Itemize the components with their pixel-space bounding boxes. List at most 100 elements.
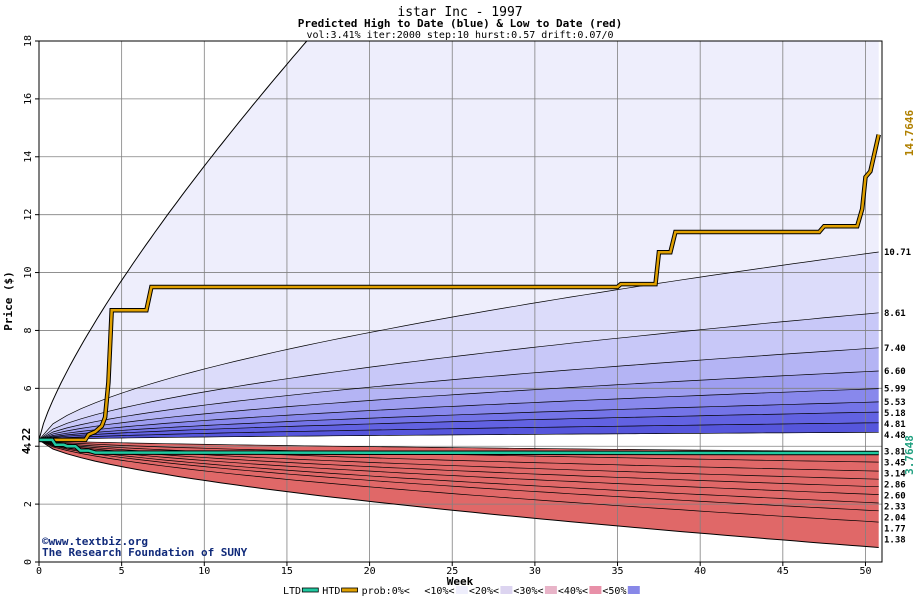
quantile-line [38,347,879,441]
prob-band-lower-1 [39,439,879,548]
quantile-line [38,422,879,441]
htd-line [39,134,880,442]
quantile-line [38,388,879,441]
prob-band-upper-8 [39,422,879,440]
quantile-label: 6.60 [884,367,906,377]
legend-label: <50% [602,586,626,597]
quantile-line [38,439,879,512]
legend-color-swatch [500,586,513,594]
quantile-label: 4.48 [884,431,906,441]
prob-band-upper-1 [39,252,879,440]
y-tick-label: 8 [23,327,34,333]
x-tick-label: 45 [777,566,789,577]
x-tick-label: 35 [612,566,624,577]
quantile-label: 7.40 [884,344,906,354]
quantile-label: 1.77 [884,525,906,535]
chart-title: istar Inc - 1997 [397,5,522,20]
x-tick-label: 5 [119,566,125,577]
quantile-label: 8.61 [884,309,906,319]
quantile-line [38,312,879,441]
y-tick-label: 12 [23,209,34,221]
quantile-label: 2.33 [884,503,906,513]
prob-band-upper-5 [39,388,879,440]
quantile-label: 5.99 [884,385,906,395]
quantile-line [38,431,879,441]
quantile-line [38,251,879,441]
legend-line-swatch [341,587,359,593]
legend-color-swatch [411,586,424,594]
y-tick-label: 2 [23,501,34,507]
y-axis-label: Price ($) [2,271,15,331]
y-tick-label: 0 [23,559,34,565]
y-tick-label: 4 [23,443,34,449]
x-tick-label: 30 [529,566,541,577]
quantile-line [38,401,879,441]
legend-color-swatch [627,586,640,594]
start-price-label: 4.22 [20,428,33,455]
quantile-label: 10.71 [884,248,911,258]
quantile-label: 5.53 [884,398,906,408]
credit-url: ©www.textbiz.org [42,535,148,548]
x-tick-label: 0 [36,566,42,577]
x-tick-label: 25 [446,566,458,577]
legend-label: LTD [283,586,301,597]
quantile-line [38,370,879,441]
lower-envelope-line [38,439,879,548]
quantile-line [38,439,879,453]
x-tick-label: 15 [281,566,293,577]
quantile-label: 5.18 [884,409,906,419]
credit-org: The Research Foundation of SUNY [42,546,248,559]
quantile-label: 2.04 [884,514,906,524]
legend-label: prob:0%< [362,586,410,597]
legend-label: <10%< [424,586,454,597]
envelope-lines [38,40,879,548]
legend-color-swatch [589,586,602,594]
quantile-label: 3.45 [884,459,906,469]
x-tick-label: 20 [364,566,376,577]
price-series [39,134,881,456]
legend-label: <20%< [469,586,499,597]
x-tick-label: 10 [198,566,210,577]
quantile-line [38,439,879,488]
y-tick-label: 10 [23,267,34,279]
y-tick-label: 6 [23,385,34,391]
quantile-label: 2.60 [884,492,906,502]
y-tick-label: 16 [23,93,34,105]
axis-ticks: 0 5 10 15 20 25 30 35 40 45 50 0 2 4 6 8 10 12 14 16 18 [23,35,871,577]
plot-frame [38,40,883,563]
quantile-line [38,439,879,495]
x-tick-label: 40 [694,566,706,577]
upper-envelope-line [38,40,308,441]
legend-color-swatch [544,586,557,594]
quantile-label: 3.14 [884,470,906,480]
quantile-line [38,439,879,504]
legend-label: <40%< [558,586,588,597]
htd-end-label: 14.7646 [903,109,916,156]
legend-label: HTD [322,586,340,597]
prob-band-upper-7 [39,412,879,440]
legend-color-swatch [455,586,468,594]
prob-band-upper-3 [39,347,879,440]
quantile-label: 1.38 [884,536,906,546]
quantile-label: 4.81 [884,420,906,430]
chart-subtitle: Predicted High to Date (blue) & Low to D… [298,17,623,30]
ltd-line [39,438,879,455]
quantile-label: 3.81 [884,448,906,458]
y-tick-label: 18 [23,35,34,47]
chart-params: vol:3.41% iter:2000 step:10 hurst:0.57 d… [306,30,613,41]
x-tick-label: 50 [859,566,871,577]
quantile-labels: 10.71 8.61 7.40 6.60 5.99 5.535.184.814.48 3.8… [884,248,911,546]
prob-band-upper-2 [39,312,879,440]
legend: LTD HTD prob:0%< <10%< <20%< <30%< <40%< <50% [283,586,640,597]
legend-line-swatch [301,587,319,593]
ltd-end-label: 3.7648 [903,435,916,475]
quantile-line [38,411,879,441]
legend-label: <30%< [513,586,543,597]
y-tick-label: 14 [23,151,34,163]
quantile-line [38,439,879,523]
quantile-label: 2.86 [884,481,906,491]
prob-band-upper-6 [39,401,879,440]
prob-band-upper-0 [39,41,879,440]
probability-bands [39,41,879,548]
